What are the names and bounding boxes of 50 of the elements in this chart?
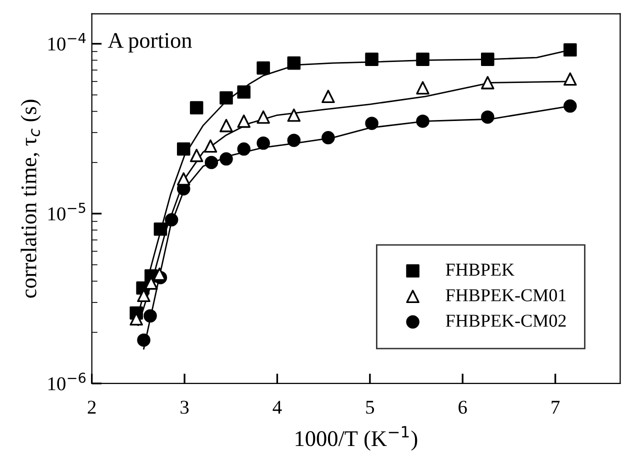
x-tick-label: 6 [458, 400, 467, 414]
point [322, 131, 335, 144]
x-tick-label: 2 [88, 400, 96, 414]
point [237, 85, 250, 99]
point [365, 116, 378, 130]
point [144, 309, 157, 323]
y-tick-label: 10$^{−4}$ [48, 33, 86, 51]
point [220, 91, 233, 105]
point [287, 108, 301, 122]
point [220, 152, 233, 166]
point [563, 72, 577, 86]
point [480, 110, 494, 124]
point [480, 76, 494, 90]
x-axis-title: 1000/T (K$^{−1}$) [296, 426, 418, 451]
point [322, 90, 335, 104]
point [204, 139, 218, 153]
point [480, 52, 494, 66]
point [154, 222, 168, 236]
x-tick-label: 5 [366, 400, 374, 414]
x-tick-label: 4 [272, 400, 282, 414]
point [287, 56, 301, 70]
point [176, 172, 190, 186]
point [563, 99, 577, 113]
point [237, 114, 250, 128]
point [256, 61, 270, 75]
y-tick-label: 10$^{−6}$ [48, 372, 86, 390]
point [164, 213, 178, 226]
point [190, 101, 204, 114]
point [237, 142, 250, 156]
legend-label: FHBPEK [446, 264, 514, 276]
point [137, 333, 150, 347]
legend-label: FHBPEK-CM02 [446, 314, 566, 327]
point [176, 142, 190, 156]
legend-label: FHBPEK-CM01 [446, 289, 566, 302]
point [365, 52, 378, 66]
point [416, 114, 430, 128]
point [220, 118, 233, 132]
point [416, 81, 430, 95]
point [256, 136, 270, 150]
point [256, 110, 270, 124]
point [416, 52, 430, 66]
point [204, 156, 218, 170]
x-tick-label: 7 [552, 400, 560, 414]
y-tick-label: 10$^{−5}$ [48, 202, 86, 220]
point [287, 134, 301, 147]
y-axis-title: correlation time, τ$_{c}$ (s) [20, 100, 41, 298]
point [563, 43, 577, 57]
annotation: A portion [108, 33, 192, 52]
x-tick-label: 3 [180, 400, 189, 414]
point [190, 148, 204, 162]
